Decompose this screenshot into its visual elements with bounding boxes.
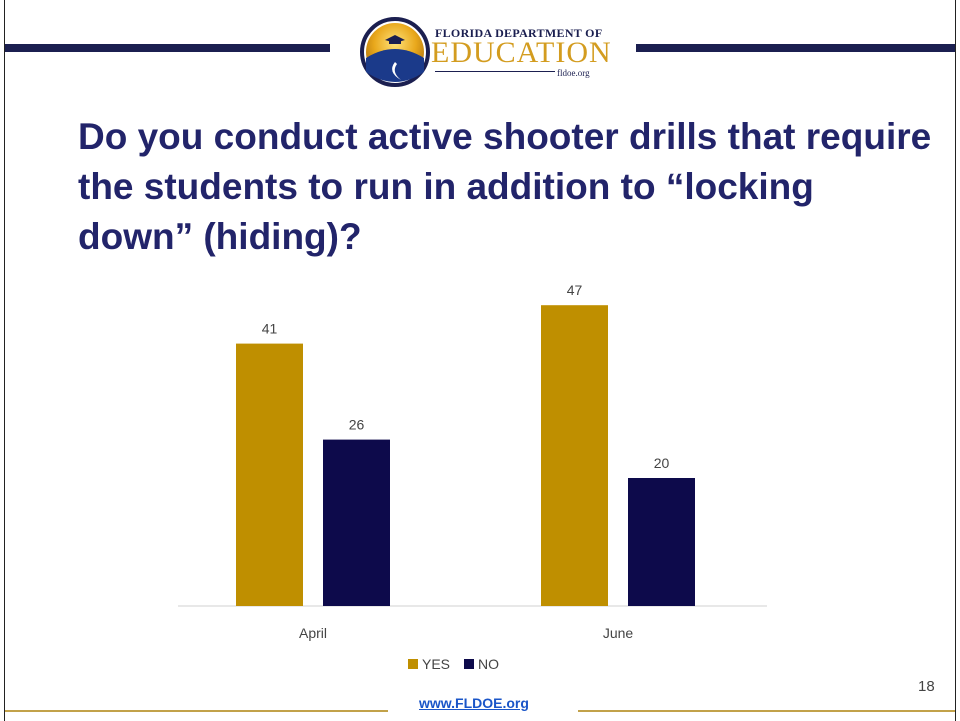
legend-swatch-yes: [408, 659, 418, 669]
logo-url: fldoe.org: [557, 68, 590, 78]
right-border: [955, 0, 956, 721]
data-label: 26: [349, 417, 365, 433]
logo-underline: [435, 71, 555, 72]
legend-label-no: NO: [478, 656, 499, 672]
data-label: 47: [567, 282, 583, 298]
fldoe-logo: FLORIDA DEPARTMENT OF EDUCATION fldoe.or…: [357, 12, 617, 92]
bar-yes-june: [541, 305, 608, 606]
left-border: [4, 0, 5, 721]
footer-line-right: [578, 710, 955, 712]
data-label: 20: [654, 455, 670, 471]
legend-swatch-no: [464, 659, 474, 669]
bar-yes-april: [236, 343, 303, 606]
legend-label-yes: YES: [422, 656, 450, 672]
logo-text-line1: FLORIDA DEPARTMENT OF: [435, 26, 603, 40]
x-tick-label: April: [299, 625, 327, 641]
bar-no-april: [323, 439, 390, 606]
bar-no-june: [628, 478, 695, 606]
x-tick-label: June: [603, 625, 634, 641]
slide-title: Do you conduct active shooter drills tha…: [78, 116, 932, 257]
page-number: 18: [918, 678, 935, 695]
sun-emblem-icon: [360, 17, 430, 87]
logo-text-line2: EDUCATION: [431, 36, 612, 69]
footer-line-left: [5, 710, 388, 712]
header-bar-left: [5, 44, 330, 52]
website-link[interactable]: www.FLDOE.org: [419, 695, 529, 711]
header-bar-right: [636, 44, 955, 52]
data-label: 41: [262, 321, 278, 337]
